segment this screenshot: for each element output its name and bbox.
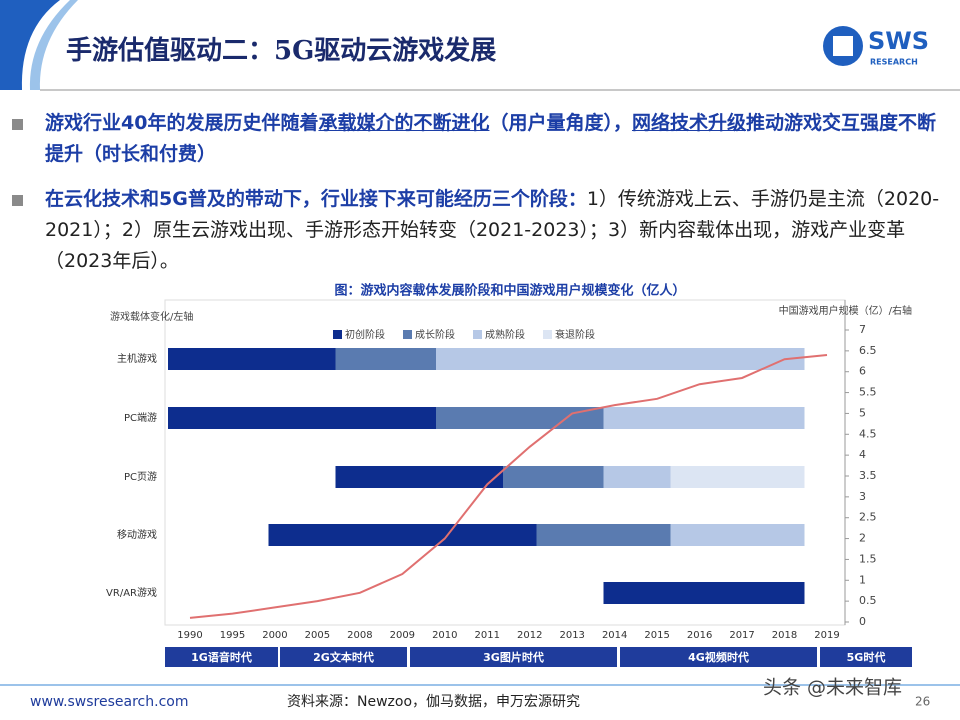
legend-swatch (473, 330, 482, 339)
footer-source: 资料来源：Newzoo，伽马数据，申万宏源研究 (287, 694, 580, 710)
x-tick-label: 2018 (772, 630, 797, 641)
x-tick-label: 2016 (687, 630, 712, 641)
x-tick-label: 2014 (602, 630, 627, 641)
era-band (280, 647, 407, 667)
header-swoosh-light (29, 0, 79, 90)
era-band (620, 647, 817, 667)
x-tick-label: 2015 (644, 630, 669, 641)
logo-subtext: RESEARCH (870, 58, 918, 67)
era-band (410, 647, 617, 667)
era-band (820, 647, 912, 667)
era-label: 2G文本时代 (313, 650, 374, 664)
y2-tick-label: 5.5 (859, 386, 877, 399)
bullet-text: 在云化技术和5G普及的带动下，行业接下来可能经历三个阶段： (45, 188, 587, 210)
phase-bar (268, 524, 537, 546)
era-band (165, 647, 278, 667)
y2-tick-label: 1.5 (859, 552, 877, 565)
y2-tick-label: 2 (859, 532, 866, 545)
y2-tick-label: 1 (859, 573, 866, 586)
bullet-text: 承载媒介的不断进化 (318, 112, 490, 134)
phase-bar (603, 466, 671, 488)
y2-tick-label: 4.5 (859, 427, 877, 440)
bullet-text: 网络技术升级 (631, 112, 746, 134)
phase-bar (603, 582, 805, 604)
x-tick-label: 1995 (220, 630, 245, 641)
x-tick-label: 2000 (262, 630, 287, 641)
header-swoosh (0, 0, 60, 90)
y2-tick-label: 5 (859, 406, 866, 419)
phase-bar (670, 466, 805, 488)
logo-mark-inner (833, 36, 853, 56)
footer-url: www.swsresearch.com (30, 694, 188, 710)
legend-label: 成熟阶段 (485, 328, 525, 341)
bullet-text: 推动游戏交互强度不断提升（时长和付费） (45, 112, 937, 165)
row-label: PC页游 (124, 470, 157, 483)
legend-swatch (333, 330, 342, 339)
era-label: 3G图片时代 (483, 650, 544, 664)
user-scale-line (189, 354, 828, 619)
bullet-text: 1）传统游戏上云、手游仍是主流（2020-2021）；2）原生云游戏出现、手游形… (45, 188, 940, 272)
phase-bar (168, 348, 336, 370)
legend-swatch (543, 330, 552, 339)
phase-bar (603, 407, 805, 429)
x-tick-label: 1990 (177, 630, 202, 641)
phase-bar (536, 524, 671, 546)
row-label: 移动游戏 (117, 528, 157, 541)
bullet-text: （用户量角度）， (489, 112, 632, 134)
row-label: 主机游戏 (117, 352, 157, 365)
y2-tick-label: 3.5 (859, 469, 877, 482)
bullet-text: 游戏行业40年的发展历史伴随着 (45, 112, 319, 134)
x-tick-label: 2012 (517, 630, 542, 641)
bullet: 在云化技术和5G普及的带动下，行业接下来可能经历三个阶段：1）传统游戏上云、手游… (12, 184, 953, 277)
chart: 图：游戏内容载体发展阶段和中国游戏用户规模变化（亿人）游戏载体变化/左轴中国游戏… (106, 283, 912, 667)
era-label: 5G时代 (847, 650, 886, 664)
x-tick-label: 2013 (559, 630, 584, 641)
era-label: 1G语音时代 (191, 650, 252, 664)
y2-tick-label: 6 (859, 365, 866, 378)
phase-bar (670, 524, 805, 546)
bullet-list: 游戏行业40年的发展历史伴随着承载媒介的不断进化（用户量角度），网络技术升级推动… (12, 108, 953, 291)
phase-bar (436, 407, 604, 429)
x-tick-label: 2008 (347, 630, 372, 641)
era-label: 4G视频时代 (688, 650, 749, 664)
x-tick-label: 2009 (390, 630, 415, 641)
y2-tick-label: 0 (859, 615, 866, 628)
phase-bar (503, 466, 604, 488)
phase-bar (436, 348, 805, 370)
chart-title: 图：游戏内容载体发展阶段和中国游戏用户规模变化（亿人） (334, 283, 685, 299)
legend-label: 衰退阶段 (555, 328, 595, 341)
left-axis-label: 游戏载体变化/左轴 (110, 310, 193, 323)
y2-tick-label: 7 (859, 323, 866, 336)
phase-bar (168, 407, 436, 429)
page-number: 26 (915, 695, 930, 709)
legend-label: 成长阶段 (415, 328, 455, 341)
row-label: PC端游 (124, 411, 157, 424)
phase-bar (335, 348, 436, 370)
slide-title: 手游估值驱动二：5G驱动云游戏发展 (66, 35, 496, 66)
x-tick-label: 2010 (432, 630, 457, 641)
y2-tick-label: 3 (859, 490, 866, 503)
x-tick-label: 2017 (729, 630, 754, 641)
y2-tick-label: 2.5 (859, 511, 877, 524)
x-tick-label: 2005 (305, 630, 330, 641)
row-label: VR/AR游戏 (106, 586, 157, 599)
y2-tick-label: 0.5 (859, 594, 877, 607)
phase-bar (335, 466, 503, 488)
logo-text: SWS (868, 27, 929, 55)
watermark: 头条 @未来智库 (763, 677, 902, 699)
legend-label: 初创阶段 (345, 328, 385, 341)
bullet: 游戏行业40年的发展历史伴随着承载媒介的不断进化（用户量角度），网络技术升级推动… (12, 108, 953, 170)
x-tick-label: 2011 (475, 630, 500, 641)
y2-tick-label: 4 (859, 448, 866, 461)
x-tick-label: 2019 (814, 630, 839, 641)
legend-swatch (403, 330, 412, 339)
y2-tick-label: 6.5 (859, 344, 877, 357)
